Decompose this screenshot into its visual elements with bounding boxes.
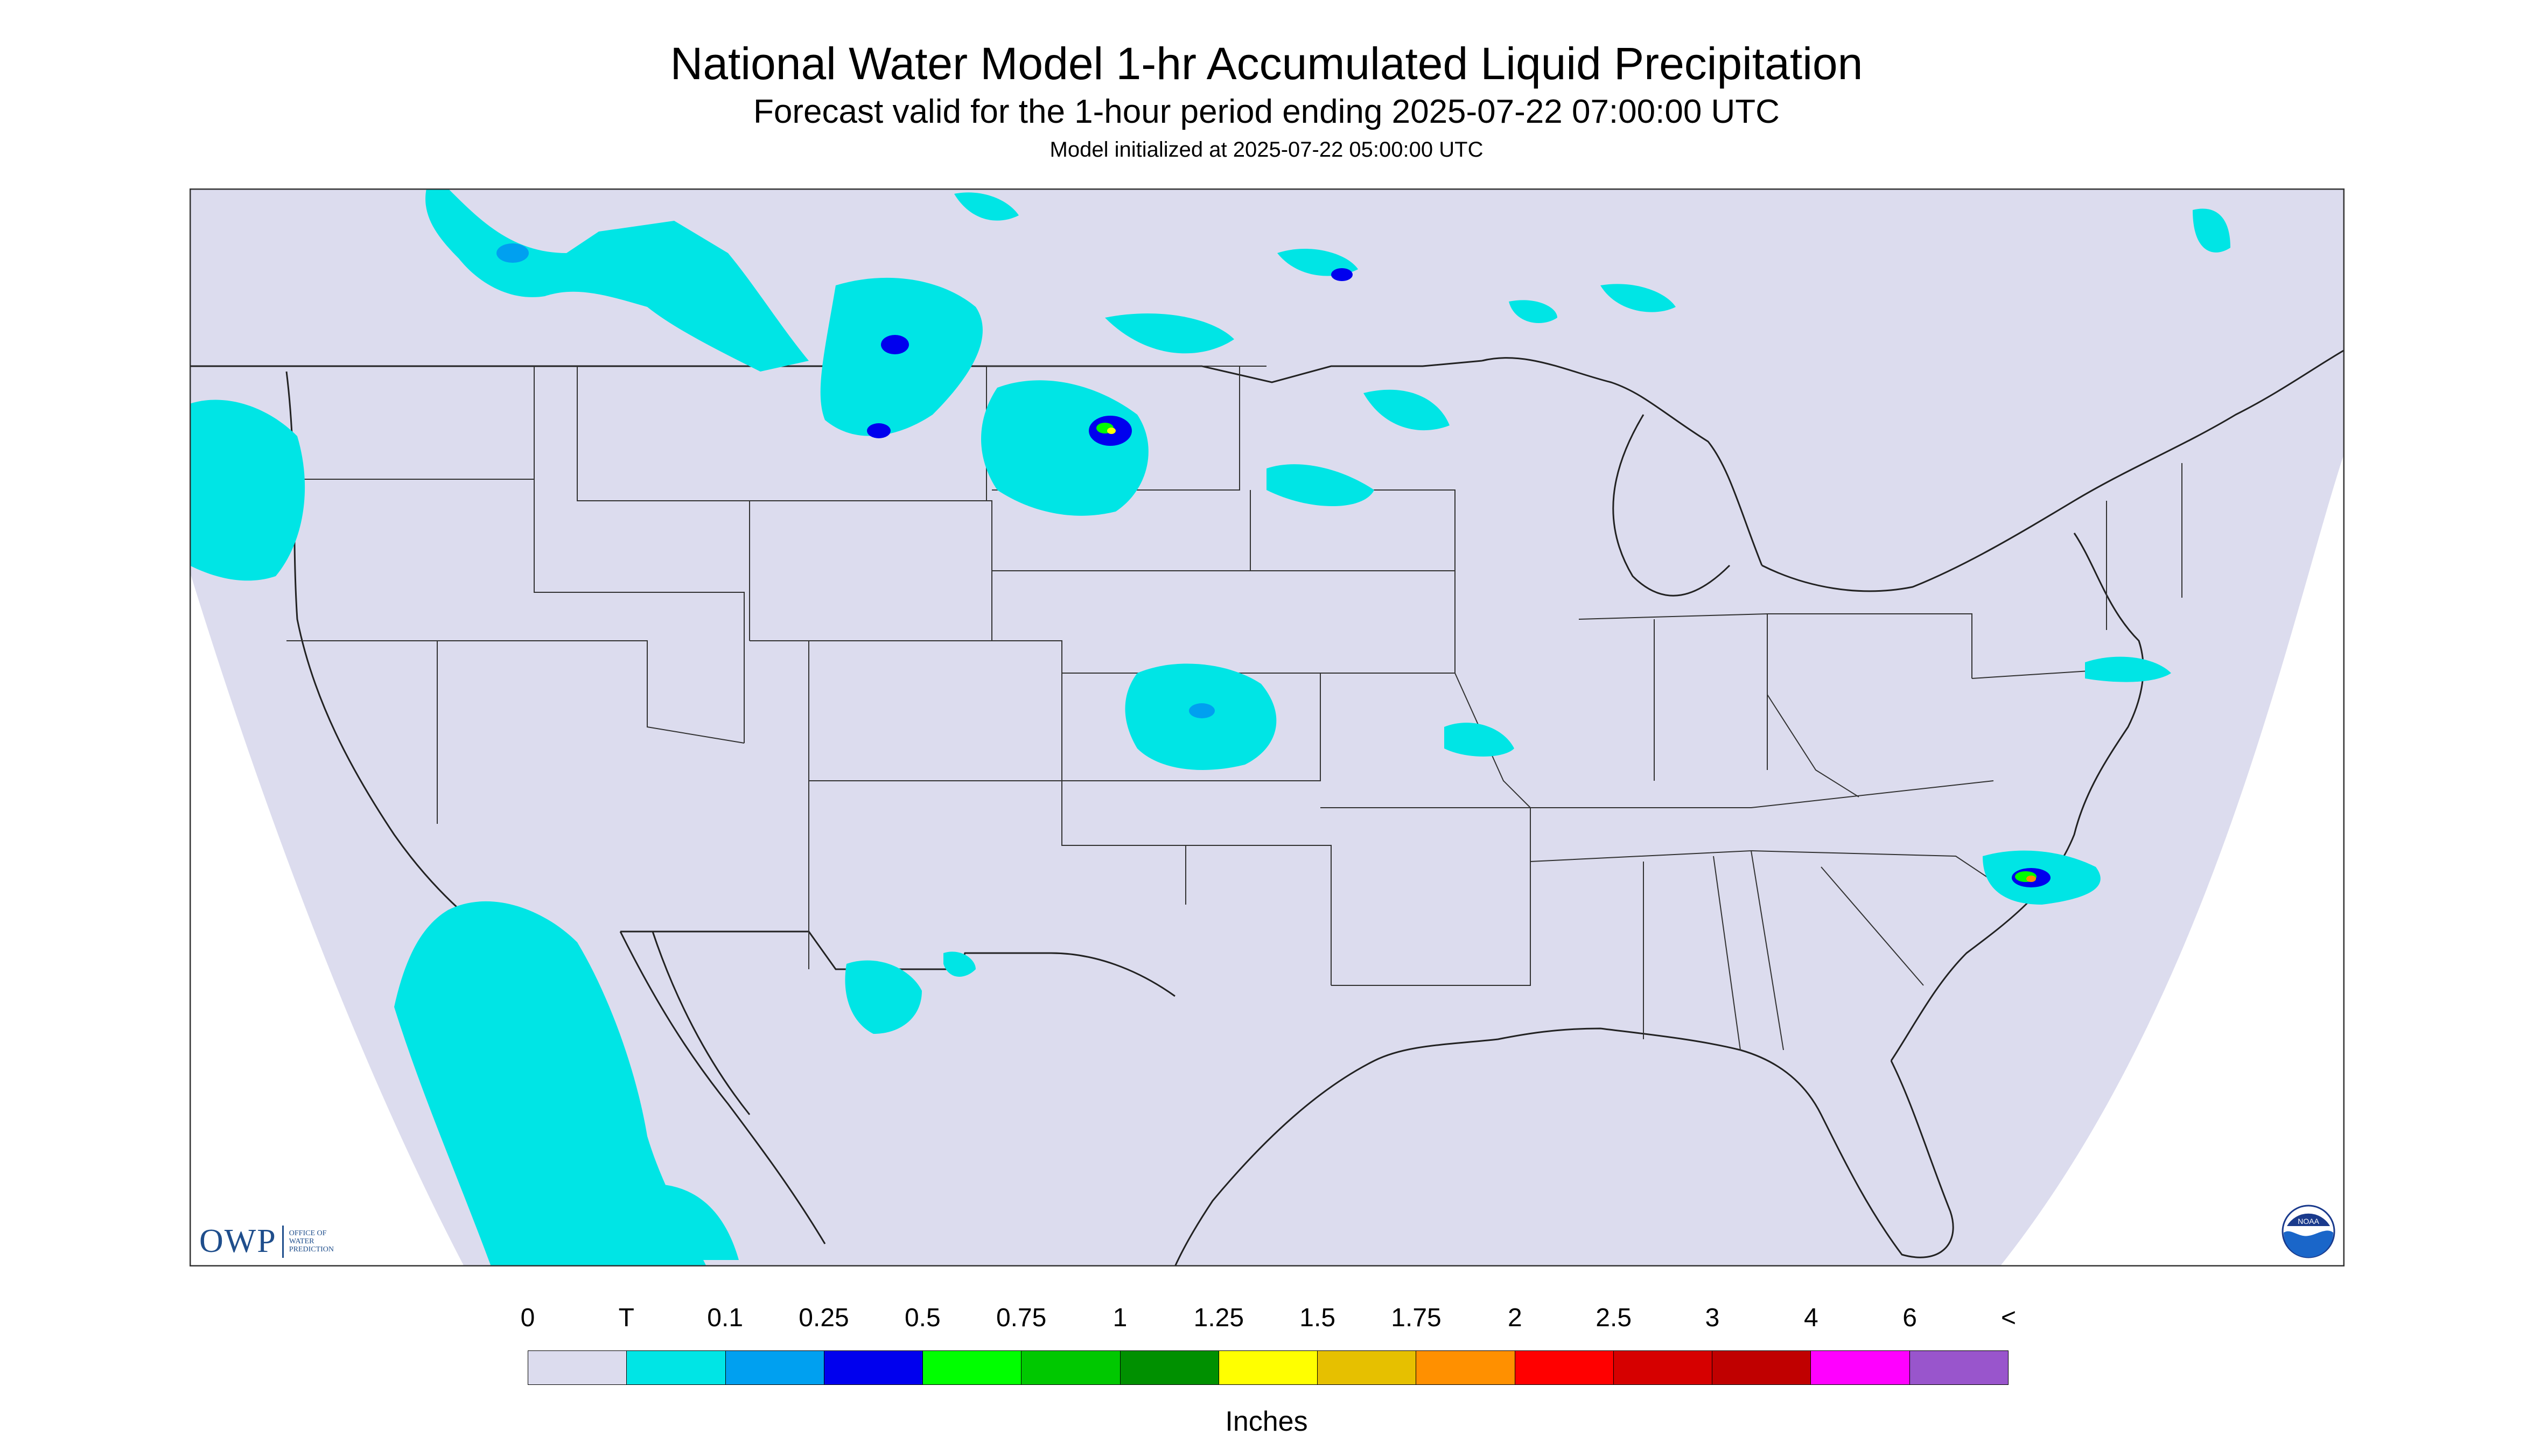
legend-swatches	[528, 1350, 2009, 1385]
legend-tick-label: 1.75	[1391, 1304, 1442, 1332]
legend-tick-label: 4	[1803, 1304, 1818, 1332]
legend-tick-label: T	[618, 1304, 634, 1332]
legend-swatch	[626, 1350, 725, 1385]
owp-logo: OWP OFFICE OF WATER PREDICTION	[199, 1222, 354, 1261]
legend-tick-label: 1	[1112, 1304, 1128, 1332]
map-title: National Water Model 1-hr Accumulated Li…	[670, 38, 1863, 89]
legend-tick-label: 0	[520, 1304, 535, 1332]
legend-tick-label: 2.5	[1596, 1304, 1632, 1332]
map-subtitle: Forecast valid for the 1-hour period end…	[753, 93, 1780, 130]
legend-swatch	[1317, 1350, 1416, 1385]
legend-swatch	[1810, 1350, 1909, 1385]
legend-swatch	[1218, 1350, 1318, 1385]
owp-logo-text: OFFICE OF WATER PREDICTION	[289, 1229, 334, 1254]
legend-swatch	[823, 1350, 923, 1385]
legend-tick-label: 0.25	[799, 1304, 849, 1332]
legend-swatch	[1613, 1350, 1712, 1385]
noaa-logo-text: NOAA	[2298, 1217, 2319, 1226]
legend-tick-label: <	[2000, 1304, 2017, 1332]
legend-tick-label: 1.25	[1193, 1304, 1244, 1332]
legend-swatch	[1909, 1350, 2009, 1385]
owp-logo-divider	[282, 1225, 284, 1258]
heavy-rain-areas	[496, 243, 2051, 887]
legend-swatch	[725, 1350, 824, 1385]
legend-units: Inches	[1225, 1406, 1308, 1437]
model-init-line: Model initialized at 2025-07-22 05:00:00…	[1049, 138, 1484, 162]
legend-tick-label: 3	[1705, 1304, 1720, 1332]
owp-logo-mark: OWP	[199, 1223, 277, 1259]
legend-swatch	[1119, 1350, 1219, 1385]
legend-tick-label: 1.5	[1299, 1304, 1336, 1332]
legend-swatch	[528, 1350, 627, 1385]
noaa-logo: NOAA	[2282, 1205, 2335, 1258]
legend-swatch	[922, 1350, 1021, 1385]
legend-tick-label: 2	[1507, 1304, 1522, 1332]
legend-swatch	[1416, 1350, 1515, 1385]
legend-tick-label: 0.1	[707, 1304, 744, 1332]
precipitation-map	[190, 188, 2345, 1266]
legend-tick-label: 0.5	[904, 1304, 941, 1332]
legend-tick-label: 6	[1902, 1304, 1918, 1332]
state-lines	[286, 366, 2182, 1051]
legend-swatch	[1021, 1350, 1120, 1385]
legend-swatch	[1712, 1350, 1811, 1385]
color-legend: 0 T 0.1 0.25 0.5 0.75 1 1.25 1.5 1.75 2 2.5 3 4 6 <	[521, 1303, 2016, 1411]
legend-tick-label: 0.75	[996, 1304, 1047, 1332]
legend-swatch	[1514, 1350, 1613, 1385]
